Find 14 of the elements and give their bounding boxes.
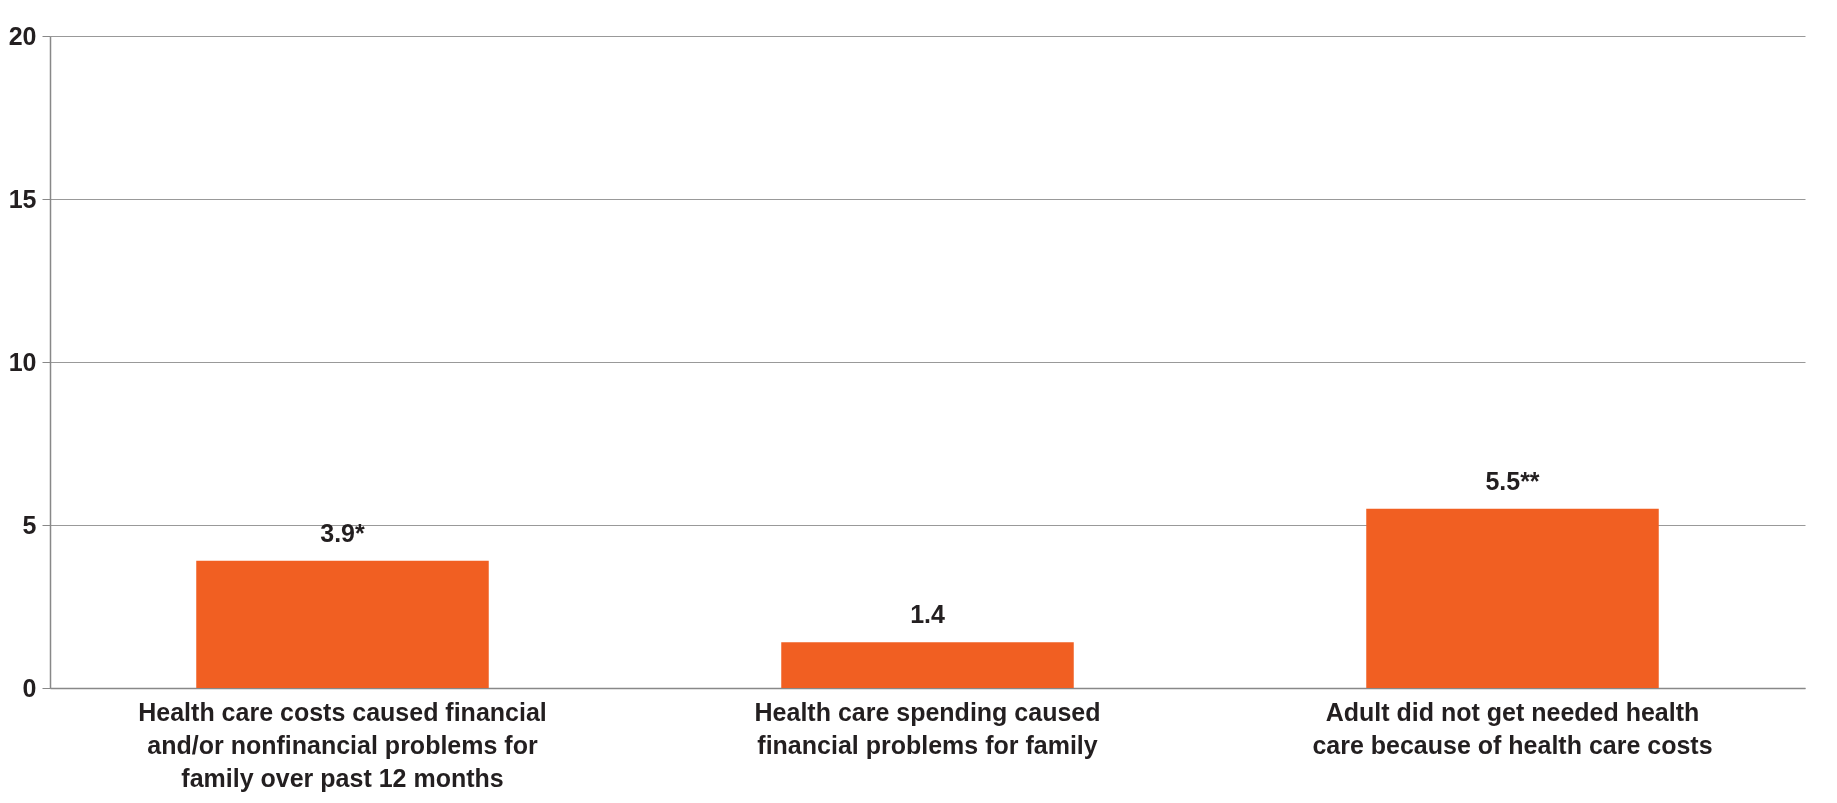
- bar: [196, 560, 489, 688]
- y-tick-label: 10: [8, 347, 37, 376]
- data-label: 1.4: [910, 600, 945, 629]
- bar: [1366, 508, 1659, 688]
- y-tick-label: 15: [8, 184, 37, 213]
- x-tick-label: Adult did not get needed health care because of health care costs: [1312, 697, 1713, 759]
- x-tick-label: Health care spending caused financial problems for family: [754, 697, 1101, 759]
- y-tick-label: 5: [22, 510, 37, 539]
- data-label: 3.9*: [320, 518, 366, 547]
- x-tick-label: Health care costs caused financial and/or nonfinancial problems for family over past 12 months: [138, 697, 547, 792]
- y-tick-label: 20: [8, 21, 37, 50]
- y-tick-label: 0: [22, 673, 37, 702]
- bar: [781, 642, 1074, 688]
- data-label: 5.5**: [1485, 466, 1540, 495]
